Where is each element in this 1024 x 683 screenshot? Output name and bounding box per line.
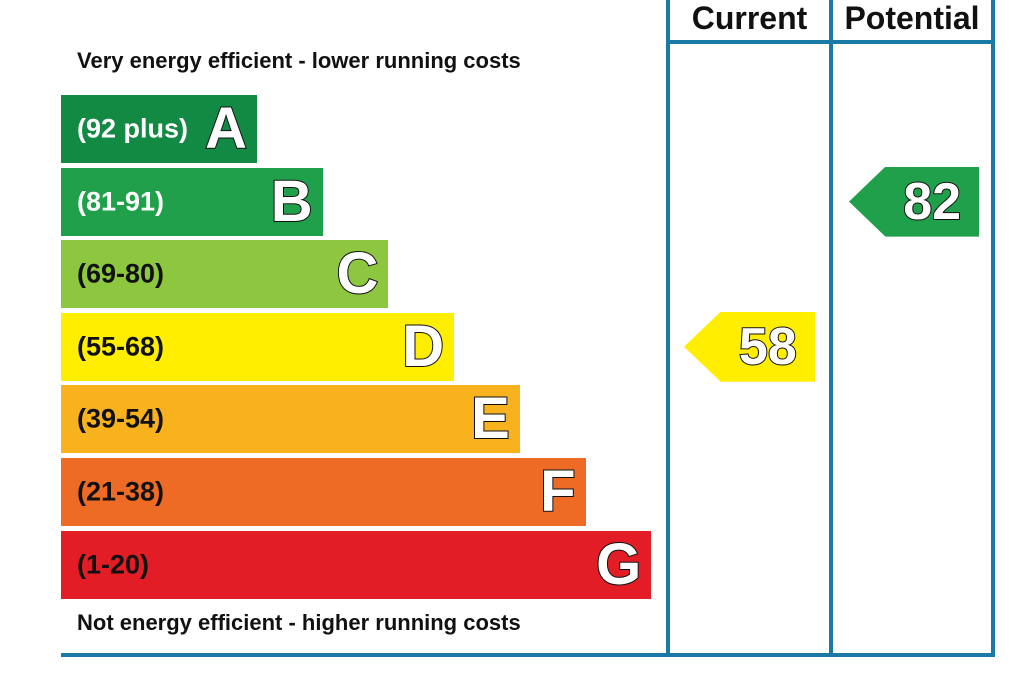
- band-e: (39-54) E: [61, 385, 520, 454]
- current-rating-value: 58: [738, 317, 798, 376]
- band-g-range: (1-20): [77, 549, 150, 580]
- current-rating-pointer: 58: [684, 311, 815, 382]
- potential-rating-value: 82: [902, 172, 962, 231]
- potential-rating-pointer: 82: [849, 166, 979, 237]
- band-d-letter: D: [401, 313, 445, 379]
- band-e-range: (39-54): [77, 403, 165, 434]
- band-c-range: (69-80): [77, 258, 165, 289]
- band-g: (1-20) G: [61, 530, 652, 599]
- band-b: (81-91) B: [61, 167, 323, 236]
- band-f-letter: F: [539, 459, 576, 524]
- current-column-header: Current: [691, 0, 808, 36]
- column-divider-right: [991, 0, 995, 657]
- header-underline: [666, 40, 995, 44]
- column-divider-left: [666, 0, 670, 657]
- chart-bottom-line: [61, 653, 995, 657]
- band-c: (69-80) C: [61, 240, 389, 309]
- top-note: Very energy efficient - lower running co…: [77, 48, 521, 73]
- band-b-range: (81-91): [77, 186, 165, 217]
- band-g-letter: G: [595, 531, 642, 597]
- band-a-range: (92 plus): [77, 113, 189, 144]
- column-divider-middle: [829, 0, 833, 657]
- band-d-range: (55-68): [77, 331, 165, 362]
- bottom-note: Not energy efficient - higher running co…: [77, 610, 521, 635]
- band-c-letter: C: [336, 241, 380, 307]
- band-a-letter: A: [204, 96, 248, 161]
- band-e-letter: E: [470, 386, 511, 452]
- band-f-range: (21-38): [77, 476, 165, 507]
- band-d: (55-68) D: [61, 312, 455, 381]
- potential-column-header: Potential: [844, 0, 980, 36]
- band-a: (92 plus) A: [61, 95, 257, 163]
- band-b-letter: B: [270, 168, 314, 234]
- band-f: (21-38) F: [61, 458, 586, 526]
